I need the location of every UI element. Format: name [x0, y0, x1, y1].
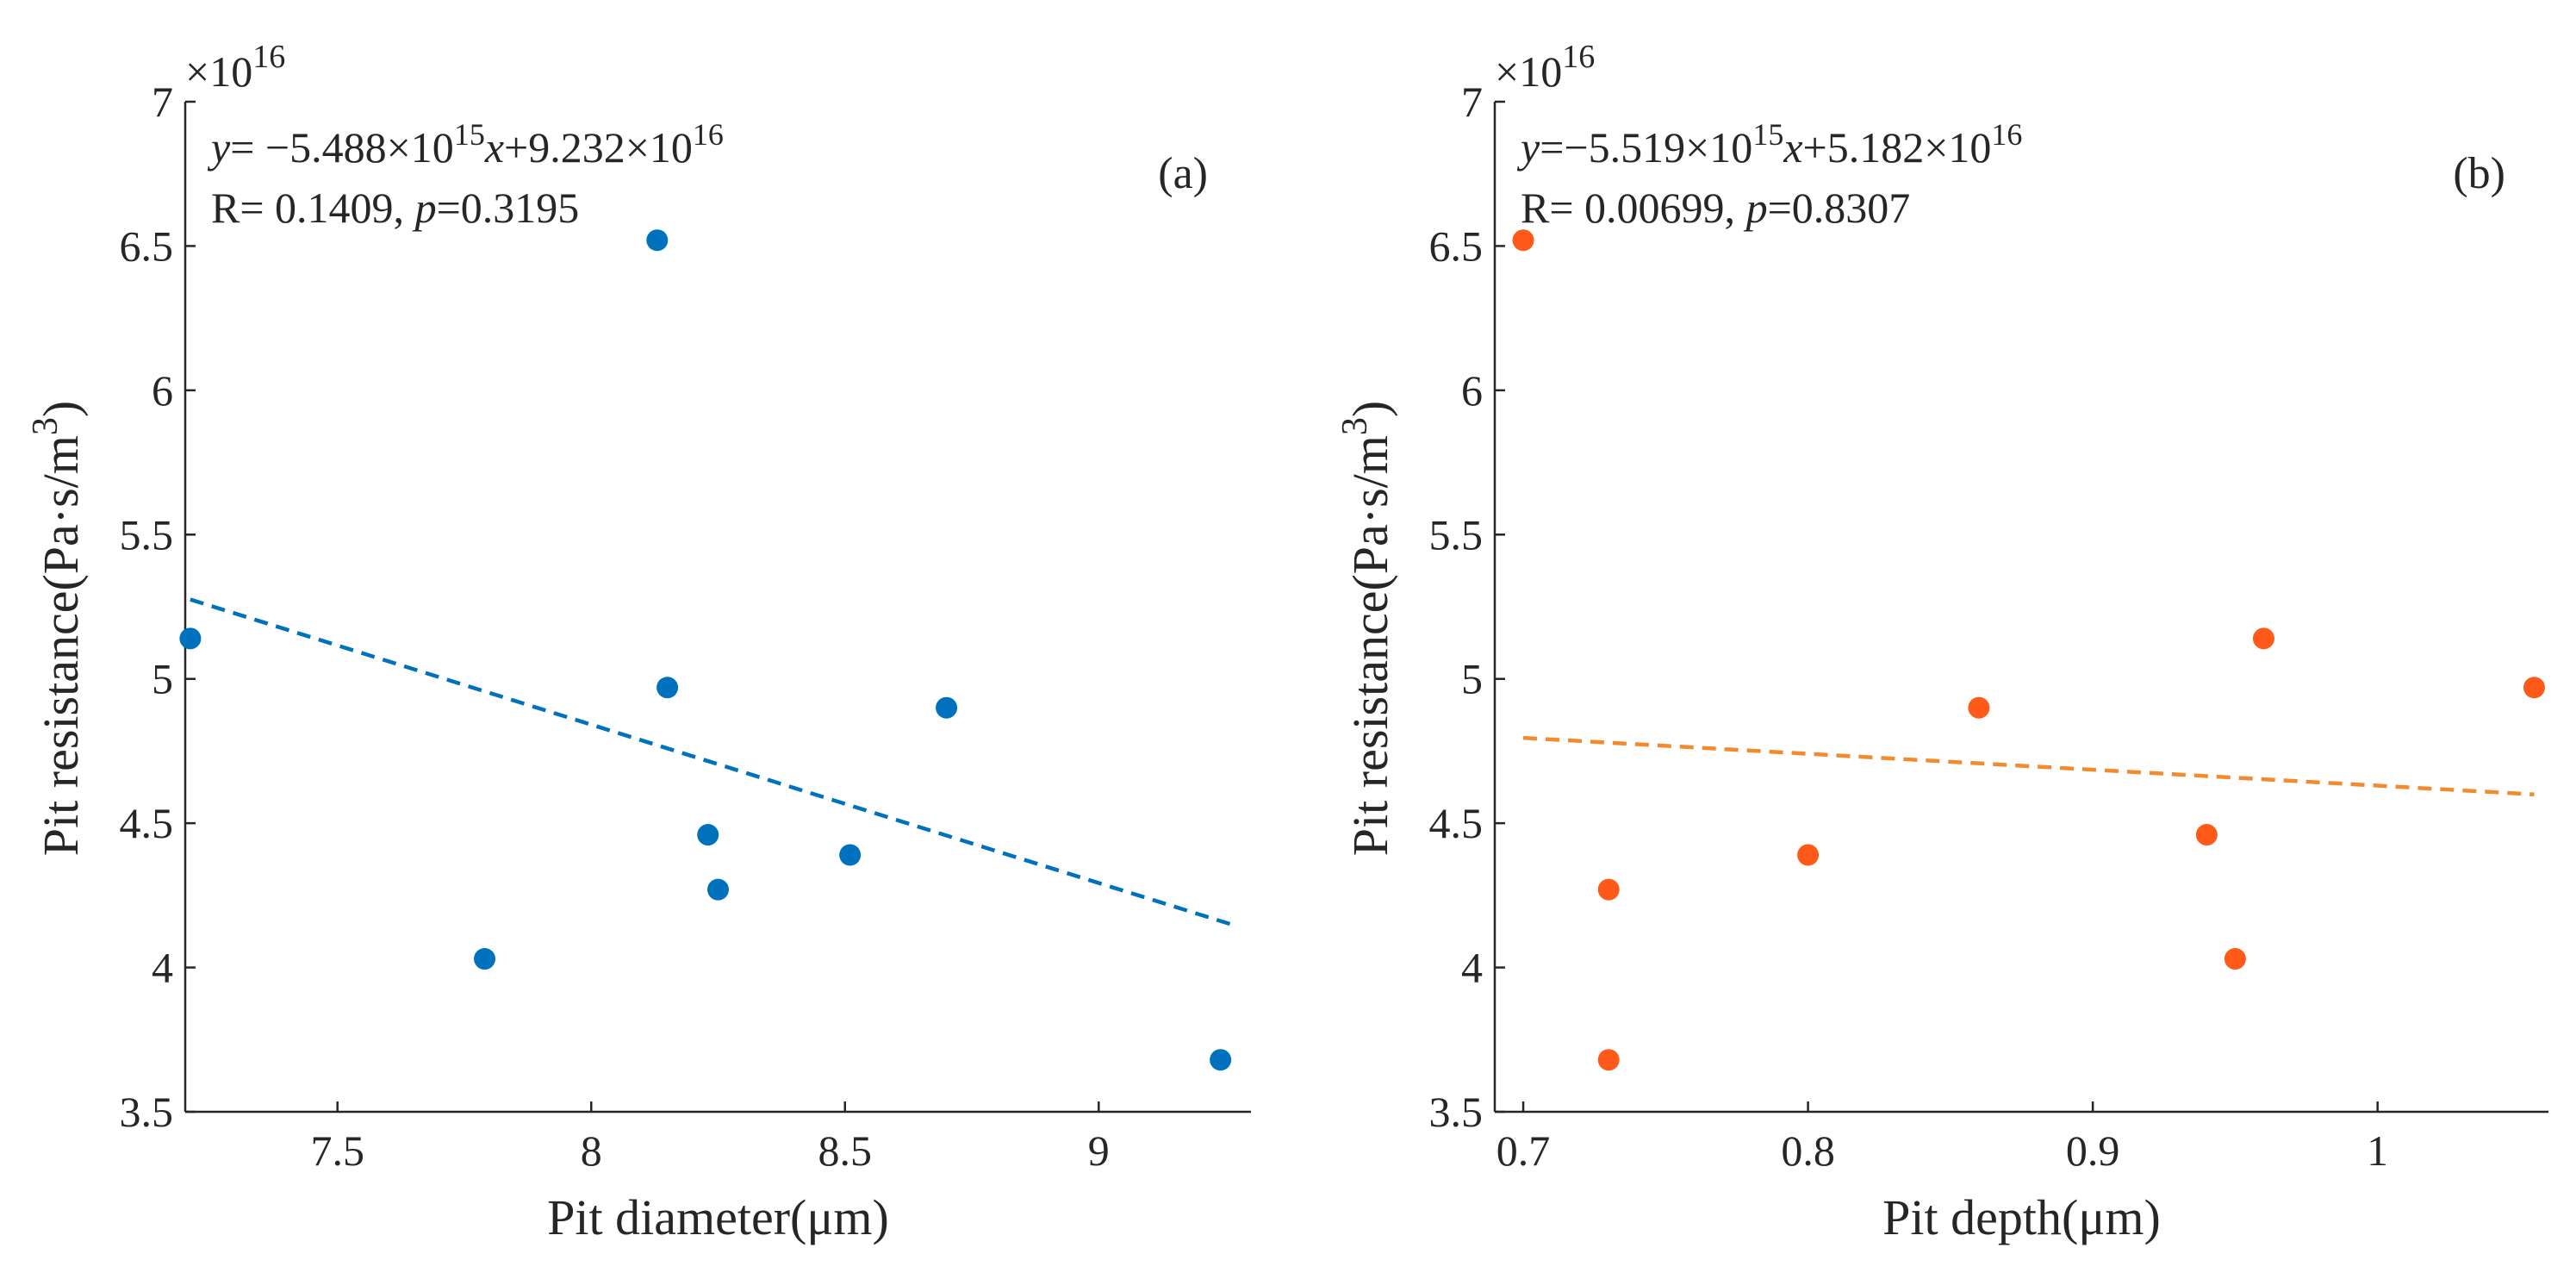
y-tick-label: 5	[1461, 655, 1483, 703]
y-tick-label: 6.5	[120, 221, 174, 270]
stats-r: R= 0.00699,	[1521, 184, 1746, 232]
x-tick-label: 0.8	[1781, 1126, 1835, 1175]
x-tick-label: 1	[2367, 1126, 2388, 1175]
data-point	[697, 824, 719, 846]
data-point	[1597, 878, 1620, 901]
y-tick-label: 4	[1461, 944, 1483, 992]
y-tick-label: 4.5	[1429, 799, 1484, 847]
data-point	[707, 878, 729, 901]
x-tick-label: 7.5	[310, 1126, 364, 1175]
y-tick-label: 3.5	[1429, 1088, 1484, 1136]
stats-p-symbol: p	[413, 184, 437, 232]
equation-intercept: +9.232×10	[504, 123, 693, 172]
data-point	[839, 844, 862, 866]
y-multiplier-exponent: 16	[252, 39, 285, 75]
data-point	[656, 677, 679, 699]
data-point	[2195, 824, 2218, 846]
panel-b: 3.5 4 4.5 5 5.5 6 6.5 7 0.7 0.8 0.9 1 Pit depth(μm) P…	[1335, 39, 2548, 1245]
stats-p-value: =0.8307	[1768, 184, 1911, 232]
equation-coef: =−5.519×10	[1540, 123, 1752, 172]
panel-label: (a)	[1158, 149, 1208, 198]
y-axis-label: Pit resistance(Pa·s/m3)	[26, 401, 89, 856]
y-multiplier-base: ×10	[1495, 47, 1562, 96]
data-point	[2523, 677, 2545, 699]
x-tick-label: 8	[581, 1126, 602, 1175]
data-point	[474, 948, 496, 970]
data-point	[179, 627, 202, 650]
y-axis-label-close: )	[1342, 401, 1398, 417]
x-tick-label: 0.7	[1496, 1126, 1551, 1175]
y-axis-label-text: Pit resistance(Pa·s/m	[33, 435, 89, 856]
regression-equation: y=−5.519×1015x+5.182×1016	[1516, 117, 2022, 172]
y-tick-label: 7	[152, 78, 173, 126]
equation-y: y	[207, 123, 231, 172]
x-tick-label: 0.9	[2066, 1126, 2120, 1175]
fit-line	[190, 597, 1232, 926]
regression-stats: R= 0.00699, p=0.8307	[1521, 184, 1910, 232]
data-point	[1597, 1049, 1620, 1071]
data-point	[2224, 948, 2246, 970]
x-tick-label: 8.5	[818, 1126, 873, 1175]
x-axis-label: Pit depth(μm)	[1882, 1189, 2161, 1245]
data-point	[936, 696, 958, 719]
equation-x: x	[484, 123, 504, 172]
equation-exp2: 16	[1991, 117, 2022, 152]
y-tick-label: 6	[1461, 366, 1483, 415]
data-point	[2252, 627, 2274, 650]
y-tick-label: 6	[152, 366, 173, 415]
equation-intercept: +5.182×10	[1803, 123, 1992, 172]
equation-y: y	[1516, 123, 1540, 172]
y-tick-label: 4	[152, 944, 173, 992]
panel-a: 3.5 4 4.5 5 5.5 6 6.5 7 7.5 8 8.5 9 Pit diameter(μm)…	[26, 39, 1251, 1245]
x-tick-label: 9	[1088, 1126, 1110, 1175]
stats-r: R= 0.1409,	[211, 184, 415, 232]
y-tick-label: 5.5	[1429, 510, 1484, 558]
data-point	[1968, 696, 1990, 719]
stats-p-symbol: p	[1744, 184, 1768, 232]
y-multiplier: ×1016	[1495, 39, 1595, 96]
data-point	[646, 229, 669, 252]
equation-exp1: 15	[454, 117, 485, 152]
y-tick-label: 4.5	[120, 799, 174, 847]
data-point	[1512, 229, 1534, 252]
equation-exp1: 15	[1752, 117, 1783, 152]
fit-line	[1522, 735, 2535, 796]
equation-exp2: 16	[693, 117, 724, 152]
equation-x: x	[1783, 123, 1802, 172]
panel-label: (b)	[2453, 149, 2505, 198]
equation-coef: = −5.488×10	[230, 123, 454, 172]
y-axis-label-text: Pit resistance(Pa·s/m	[1342, 435, 1398, 856]
y-tick-label: 3.5	[120, 1088, 174, 1136]
stats-p-value: =0.3195	[437, 184, 580, 232]
data-point	[1797, 844, 1820, 866]
y-tick-label: 5	[152, 655, 173, 703]
y-axis-label-close: )	[33, 401, 89, 417]
regression-equation: y= −5.488×1015x+9.232×1016	[207, 117, 724, 172]
y-axis-label: Pit resistance(Pa·s/m3)	[1335, 401, 1398, 856]
y-multiplier-exponent: 16	[1562, 39, 1595, 75]
y-axis-label-superscript: 3	[1335, 417, 1375, 435]
y-multiplier-base: ×10	[185, 47, 252, 96]
y-tick-label: 7	[1461, 78, 1483, 126]
regression-stats: R= 0.1409, p=0.3195	[211, 184, 579, 232]
y-axis-label-superscript: 3	[26, 417, 65, 435]
data-point	[1210, 1049, 1232, 1071]
y-multiplier: ×1016	[185, 39, 285, 96]
y-tick-label: 6.5	[1429, 221, 1484, 270]
x-axis-label: Pit diameter(μm)	[547, 1189, 889, 1245]
y-tick-label: 5.5	[120, 510, 174, 558]
